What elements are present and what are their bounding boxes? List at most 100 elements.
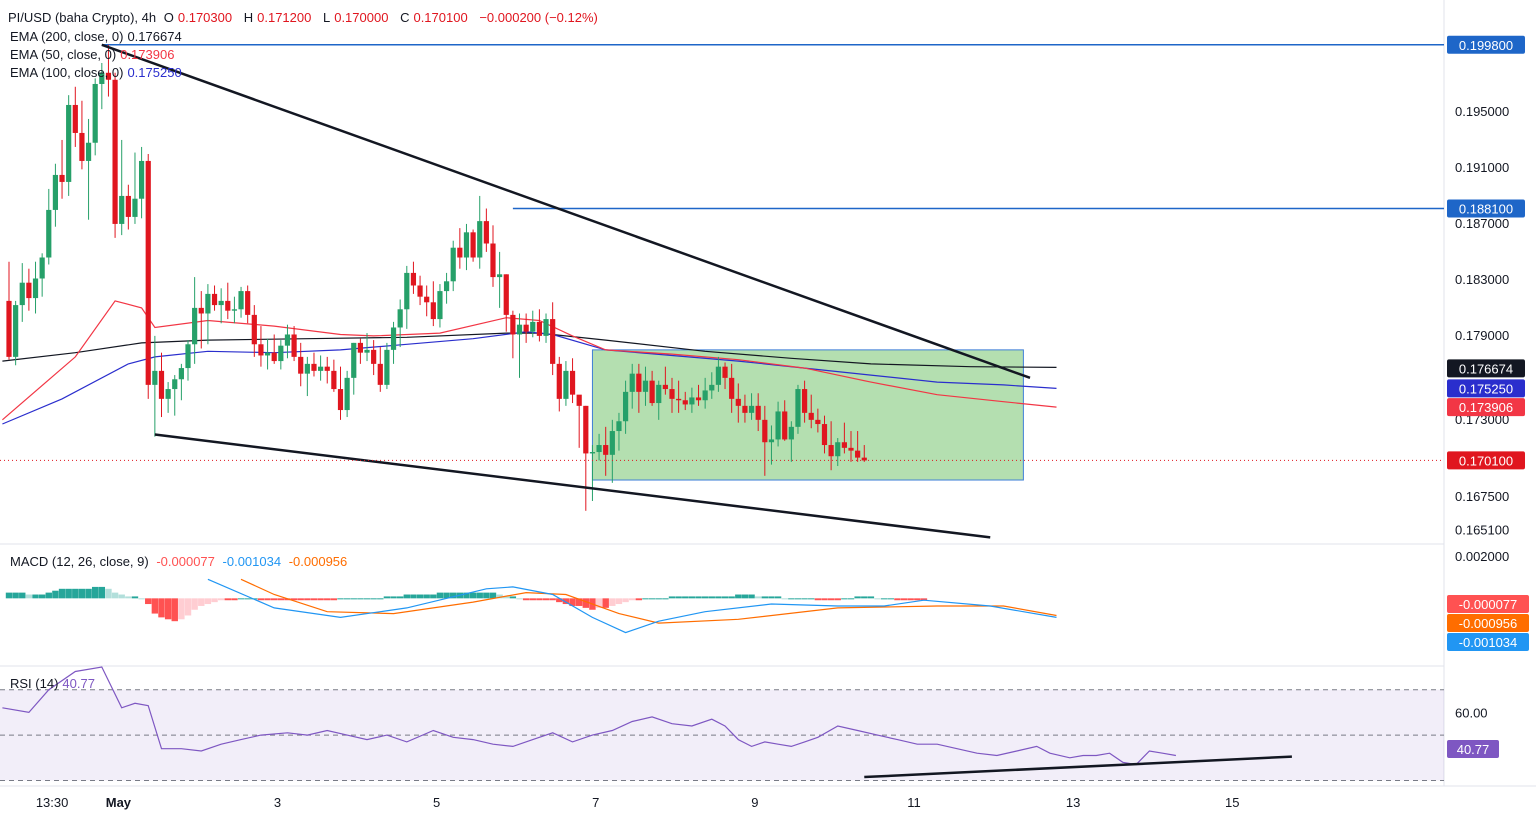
macd-legend[interactable]: MACD (12, 26, close, 9) -0.000077 -0.001… — [10, 554, 348, 569]
candle-body — [39, 257, 45, 279]
candle-body — [284, 334, 291, 346]
candle-body — [417, 285, 423, 297]
candle-body — [483, 221, 489, 244]
candle-body — [735, 398, 741, 406]
macd-histogram-bar — [317, 598, 324, 601]
macd-histogram-bar — [423, 594, 430, 599]
price-tick-label: 0.187000 — [1455, 216, 1509, 231]
ema100-legend[interactable]: EMA (100, close, 0) 0.175250 — [10, 65, 182, 80]
candle-body — [437, 291, 443, 320]
macd-histogram-bar — [390, 596, 397, 599]
macd-histogram-bar — [595, 598, 603, 608]
macd-histogram-bar — [708, 596, 715, 599]
price-tick-label: 0.183000 — [1455, 272, 1509, 287]
candle-body — [821, 424, 828, 446]
candle-body — [192, 307, 198, 345]
candle-body — [676, 398, 682, 401]
macd-histogram-bar — [556, 598, 563, 603]
candle-body — [145, 160, 151, 385]
candle-body — [536, 321, 542, 336]
macd-histogram-bar — [907, 598, 914, 601]
symbol-label: PI/USD (baha Crypto), 4h — [8, 10, 157, 25]
macd-histogram-bar — [615, 598, 623, 605]
price-label-bg — [1447, 35, 1525, 54]
macd-histogram-bar — [98, 586, 106, 599]
ema200-line — [2, 332, 1057, 368]
macd-histogram-bar — [489, 592, 497, 599]
candle-body — [132, 198, 138, 217]
macd-histogram-bar — [914, 598, 921, 601]
candle-body — [99, 72, 105, 84]
candle-body — [616, 421, 622, 432]
macd-histogram-bar — [145, 598, 152, 605]
ema50-legend[interactable]: EMA (50, close, 0) 0.173906 — [10, 47, 175, 62]
candle-body — [85, 142, 92, 161]
rsi-trendline — [864, 755, 1292, 779]
candle-body — [563, 370, 569, 399]
price-tick-label: 0.179000 — [1455, 328, 1509, 343]
candle-body — [802, 389, 808, 413]
candle-body — [351, 342, 357, 378]
macd-histogram-bar — [277, 598, 285, 601]
macd-line — [207, 578, 1057, 634]
macd-histogram-bar — [184, 598, 192, 616]
candle-body — [795, 389, 801, 427]
candle-body — [682, 400, 688, 405]
candle-body — [603, 445, 609, 455]
macd-histogram-bar — [211, 598, 218, 603]
macd-label: -0.000956 — [1459, 616, 1518, 631]
candle-body — [139, 160, 145, 199]
candle-body — [748, 405, 755, 413]
macd-histogram-bar — [138, 598, 145, 600]
macd-histogram-bar — [695, 596, 702, 599]
ema200-legend[interactable]: EMA (200, close, 0) 0.176674 — [10, 29, 182, 44]
macd-histogram-bar — [920, 598, 928, 601]
candle-body — [105, 72, 112, 80]
macd-label-bg — [1447, 633, 1529, 651]
macd-histogram-bar — [516, 598, 523, 600]
candle-body — [357, 342, 363, 353]
macd-histogram-bar — [5, 592, 13, 599]
macd-histogram-bar — [357, 598, 364, 600]
ohlc-legend: PI/USD (baha Crypto), 4h O 0.170300 H 0.17… — [8, 9, 602, 27]
price-label: 0.170100 — [1459, 453, 1513, 468]
candle-body — [79, 132, 85, 161]
close-value: C 0.170100 — [400, 10, 468, 25]
macd-histogram-bar — [754, 596, 762, 599]
macd-histogram-bar — [125, 596, 132, 599]
candle-body — [530, 321, 536, 332]
rsi-legend[interactable]: RSI (14) 40.77 — [10, 676, 95, 691]
macd-histogram-bar — [827, 598, 835, 601]
candle-body — [251, 314, 257, 345]
candle-body — [311, 363, 317, 371]
macd-histogram-bar — [629, 598, 636, 601]
macd-histogram-bar — [469, 592, 477, 599]
candle-body — [828, 445, 834, 457]
time-tick-label: 15 — [1225, 795, 1239, 810]
candle-body — [364, 349, 370, 353]
candle-body — [855, 450, 861, 458]
low-value: L 0.170000 — [322, 10, 389, 25]
candle-body — [775, 411, 781, 440]
candle-body — [218, 300, 224, 306]
macd-histogram-bar — [12, 592, 19, 599]
macd-histogram-bar — [52, 590, 59, 599]
macd-histogram-bar — [244, 598, 251, 600]
candle-body — [410, 272, 417, 286]
macd-histogram-bar — [728, 596, 735, 599]
price-label-bg — [1447, 199, 1525, 218]
macd-histogram-bar — [721, 596, 729, 599]
candle-body — [709, 384, 715, 391]
macd-histogram-bar — [45, 592, 52, 599]
candle-body — [178, 368, 184, 380]
candle-body — [477, 221, 483, 258]
macd-histogram-bar — [58, 588, 66, 599]
macd-histogram-bar — [443, 592, 450, 599]
macd-histogram-bar — [178, 598, 185, 620]
macd-histogram-bar — [237, 598, 245, 600]
macd-histogram-bar — [224, 598, 231, 601]
candle-body — [390, 327, 397, 350]
macd-histogram-bar — [483, 592, 490, 599]
candle-body — [119, 195, 125, 224]
